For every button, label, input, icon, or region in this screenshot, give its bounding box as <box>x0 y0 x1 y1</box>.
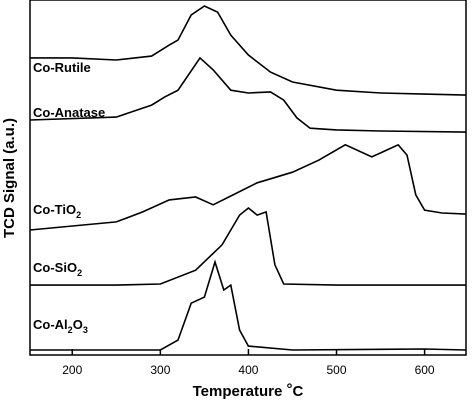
x-axis-label: Temperature °C <box>193 381 304 400</box>
x-tick-label: 200 <box>62 363 82 377</box>
line <box>30 259 467 351</box>
series-label: Co-Rutile <box>33 60 91 75</box>
series-label: Co-SiO2 <box>33 260 82 278</box>
series-label: Co-Anatase <box>33 105 105 120</box>
series-label: Co-TiO2 <box>33 202 81 220</box>
x-tick-label: 500 <box>327 363 347 377</box>
line <box>29 143 467 231</box>
y-axis-label: TCD Signal (a.u.) <box>1 118 18 238</box>
series-label: Co-Al2O3 <box>33 317 88 335</box>
x-tick-label: 400 <box>238 363 258 377</box>
x-tick-label: 600 <box>415 363 435 377</box>
plot-frame <box>29 0 467 356</box>
line <box>30 5 467 96</box>
line <box>30 206 466 286</box>
x-tick-label: 300 <box>150 363 170 377</box>
line <box>29 56 467 133</box>
